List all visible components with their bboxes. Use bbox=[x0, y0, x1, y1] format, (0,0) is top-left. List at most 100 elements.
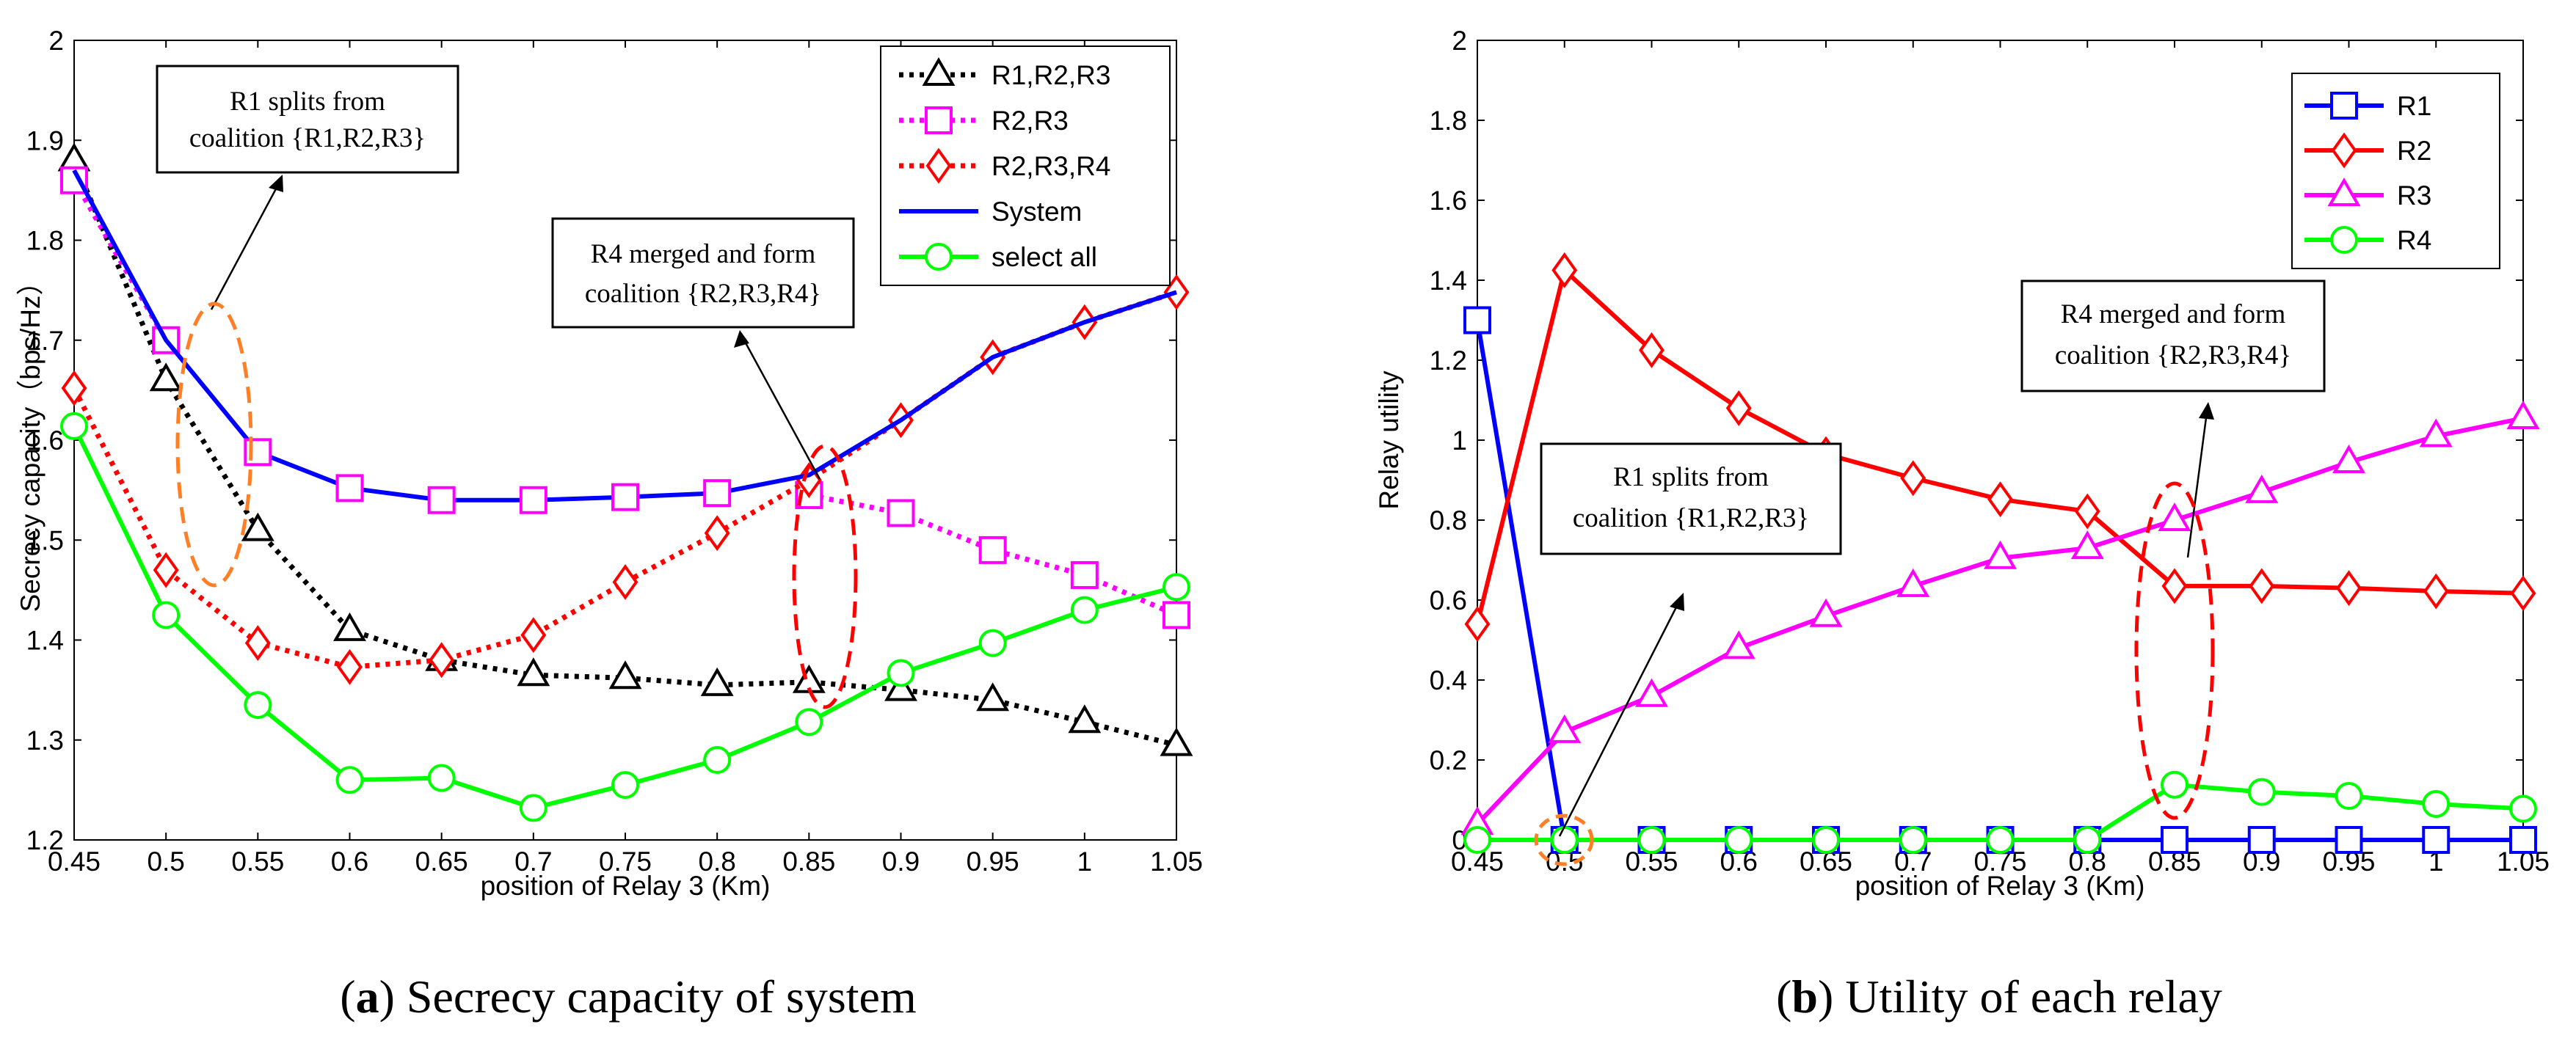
chart-b-series-r1-marker bbox=[2509, 826, 2537, 854]
chart-a-y-tick-label: 1.8 bbox=[26, 226, 64, 256]
chart-b-y-tick-label: 0.8 bbox=[1430, 505, 1467, 536]
chart-b-annotation-r1-split-arrow bbox=[1558, 601, 1681, 837]
chart-a-y-ticks: 1.2 1.3 1.4 1.5 1.6 1.7 1.8 1.9 2 bbox=[26, 26, 1176, 855]
chart-a-series-r2-r3-marker bbox=[703, 479, 732, 508]
chart-b-x-axis-label: position of Relay 3 (Km) bbox=[1855, 871, 2145, 901]
chart-b-series-r4-marker bbox=[1463, 826, 1491, 854]
chart-b-series-r3-marker bbox=[1809, 598, 1843, 627]
chart-a-x-tick-label: 0.6 bbox=[331, 847, 368, 877]
chart-a-y-tick-label: 1.6 bbox=[26, 425, 64, 456]
chart-a-annotation-r1-split: R1 splits from coalition {R1,R2,R3} bbox=[156, 65, 459, 588]
chart-a-series-select-all-marker bbox=[1070, 596, 1099, 624]
chart-a-series-r1-r2-r3-marker bbox=[149, 362, 183, 392]
chart-a-x-tick-label: 0.75 bbox=[599, 847, 652, 877]
chart-b-caption: (b) Utility of each relay bbox=[1776, 971, 2222, 1023]
chart-a-x-tick-label: 0.5 bbox=[147, 847, 184, 877]
chart-b-y-tick-label: 1 bbox=[1452, 425, 1467, 456]
chart-b-series-r4-marker bbox=[2335, 782, 2363, 811]
chart-a-annotation-r1-split-line2: coalition {R1,R2,R3} bbox=[189, 123, 426, 153]
chart-a-series-r1-r2-r3-marker bbox=[976, 682, 1010, 712]
chart-b-series-r3-marker bbox=[2332, 444, 2365, 473]
chart-a-ellipse-r4-merge bbox=[792, 444, 858, 709]
chart-b-series-r2-marker bbox=[1639, 332, 1664, 368]
chart-b-series-r3-marker bbox=[1548, 714, 1582, 743]
chart-a-annotation-r4-merge: R4 merged and form coalition {R2,R3,R4} bbox=[551, 217, 858, 709]
chart-b-series-r2-marker bbox=[2074, 493, 2100, 530]
chart-b-series-r2-marker bbox=[1725, 390, 1752, 426]
chart-a-x-tick-label: 1.05 bbox=[1150, 847, 1203, 877]
chart-a-series-r2-r3-marker bbox=[611, 483, 639, 511]
chart-a-y-tick-label: 1.9 bbox=[26, 125, 64, 156]
chart-b-y-tick-label: 0.2 bbox=[1430, 745, 1467, 775]
chart-b-legend-r2-label: R2 bbox=[2397, 136, 2431, 166]
chart-b-legend-r4-label: R4 bbox=[2397, 225, 2431, 255]
chart-b-series-r4-marker bbox=[1550, 826, 1579, 854]
chart-b-series-r4-marker bbox=[1812, 826, 1840, 854]
chart-b-series-r3-marker bbox=[1722, 630, 1755, 659]
chart-a-x-tick-label: 0.7 bbox=[514, 847, 552, 877]
chart-a-x-ticks: 0.45 0.5 0.55 0.6 0.65 0.7 0.75 0.8 0.85 0.9 0.95 1… bbox=[48, 40, 1203, 877]
chart-a-series-r2-r3-r4-marker bbox=[337, 648, 363, 685]
chart-a-annotation-r1-split-arrowhead bbox=[269, 175, 283, 192]
chart-a-series-r2-r3-marker bbox=[519, 486, 547, 514]
chart-a-series-r2-r3-marker bbox=[335, 474, 364, 502]
chart-b-series-r2-marker bbox=[2249, 568, 2275, 604]
chart-b-legend-r3-label: R3 bbox=[2397, 180, 2431, 211]
chart-a-x-tick-label: 0.85 bbox=[782, 847, 835, 877]
chart-a-series-select-all-marker bbox=[60, 412, 88, 440]
chart-a-x-tick-label: 0.9 bbox=[882, 847, 920, 877]
chart-a-caption: (a) Secrecy capacity of system bbox=[340, 971, 916, 1023]
chart-b-series-r3-marker bbox=[2419, 418, 2453, 447]
chart-a-series-r1-r2-r3-marker bbox=[608, 660, 642, 690]
chart-a-series-r2-r3-marker bbox=[978, 536, 1007, 564]
chart-b-series-r1-marker bbox=[2422, 826, 2451, 854]
chart-b-annotation-r1-split-arrowhead bbox=[1670, 593, 1684, 611]
chart-a-series-select-all-marker bbox=[335, 766, 364, 794]
chart-b-series-r4-marker bbox=[1986, 826, 2015, 854]
chart-a-annotation-r4-merge-line1: R4 merged and form bbox=[591, 239, 816, 269]
chart-a-y-axis-label: Secrecy capacity（bps/Hz） bbox=[15, 268, 46, 613]
chart-a-legend: R1,R2,R3 R2,R3 R2,R3,R4 System select all bbox=[880, 45, 1171, 286]
chart-b-series-r2-marker bbox=[1551, 252, 1578, 288]
chart-a-series-r2-r3-marker bbox=[427, 486, 456, 514]
chart-b-series-r4-marker bbox=[1899, 826, 1927, 854]
chart-a-series-r1-r2-r3-marker bbox=[1068, 704, 1102, 734]
chart-a: 0.45 0.5 0.55 0.6 0.65 0.7 0.75 0.8 0.85 0.9 0.95 1… bbox=[15, 26, 1203, 901]
chart-a-x-tick-label: 1 bbox=[1077, 847, 1093, 877]
chart-a-x-tick-label: 0.95 bbox=[967, 847, 1019, 877]
chart-b-y-tick-label: 1.4 bbox=[1430, 266, 1467, 296]
chart-b-legend-r3-marker bbox=[2327, 177, 2361, 206]
chart-b-y-tick-label: 1.8 bbox=[1430, 106, 1467, 136]
chart-b-y-tick-label: 0.4 bbox=[1430, 665, 1467, 695]
chart-b-series-r4-marker bbox=[1637, 826, 1666, 854]
chart-a-legend-select-all-label: select all bbox=[992, 242, 1097, 272]
chart-a-legend-system-label: System bbox=[992, 197, 1082, 227]
chart-b-annotation-r4-merge-line1: R4 merged and form bbox=[2061, 299, 2286, 329]
chart-a-legend-r2-r3-r4-marker bbox=[925, 147, 952, 184]
chart-b-annotation-r4-merge-line2: coalition {R2,R3,R4} bbox=[2055, 340, 2291, 370]
chart-b-annotation-r4-merge-box bbox=[2020, 279, 2326, 392]
chart-a-series-select-all-marker bbox=[795, 708, 823, 737]
chart-a-series-select-all-marker bbox=[519, 794, 547, 822]
chart-a-y-tick-label: 2 bbox=[48, 26, 64, 56]
chart-a-annotation-r4-merge-line2: coalition {R2,R3,R4} bbox=[585, 279, 821, 309]
chart-b-series-r3-marker bbox=[2245, 474, 2279, 503]
chart-b-y-tick-label: 1.2 bbox=[1430, 346, 1467, 376]
chart-b-series-r3-marker bbox=[2506, 401, 2540, 430]
chart-b-series-r1-marker bbox=[2335, 826, 2363, 854]
chart-b-series-r3-marker bbox=[2070, 530, 2104, 560]
chart-b-ellipse-r1-split bbox=[1534, 814, 1594, 866]
chart-a-x-tick-label: 0.65 bbox=[415, 847, 468, 877]
chart-b-annotation-r4-merge-arrow bbox=[2186, 412, 2208, 558]
chart-b-series-r4-marker bbox=[2073, 826, 2102, 854]
chart-b-annotation-r1-split-line1: R1 splits from bbox=[1613, 462, 1769, 492]
chart-a-series bbox=[57, 142, 1193, 822]
chart-a-series-select-all-marker bbox=[978, 629, 1007, 657]
chart-b-annotation-r1-split-line2: coalition {R1,R2,R3} bbox=[1573, 503, 1809, 533]
chart-b-annotation-r4-merge: R4 merged and form coalition {R2,R3,R4} bbox=[2020, 279, 2326, 820]
chart-b-series-r4-marker bbox=[2422, 789, 2451, 818]
chart-a-series-select-all-marker bbox=[703, 746, 732, 774]
chart-b-y-tick-label: 0.6 bbox=[1430, 585, 1467, 615]
chart-a-annotation-r4-merge-box bbox=[551, 217, 855, 329]
